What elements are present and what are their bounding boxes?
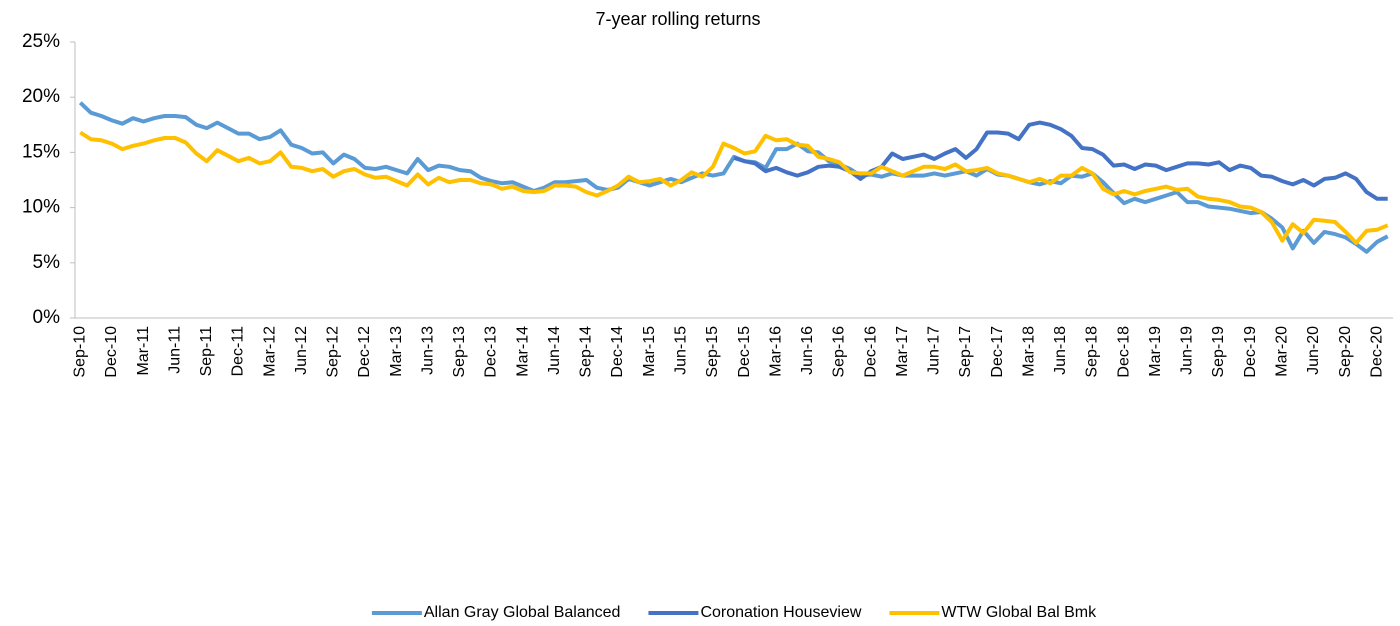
series-line	[78, 101, 1389, 254]
x-tick-label: Dec-14	[609, 326, 626, 378]
legend-label: Allan Gray Global Balanced	[424, 604, 621, 621]
x-tick-label: Dec-12	[356, 326, 373, 378]
legend-label: Coronation Houseview	[700, 604, 861, 621]
x-tick-label: Mar-19	[1147, 326, 1164, 377]
x-tick-label: Jun-18	[1052, 326, 1069, 375]
x-tick-label: Dec-16	[862, 326, 879, 378]
x-tick-label: Sep-11	[198, 326, 215, 377]
x-tick-label: Dec-17	[989, 326, 1006, 378]
x-tick-label: Mar-17	[894, 326, 911, 377]
x-tick-label: Mar-13	[388, 326, 405, 377]
x-tick-label: Dec-20	[1368, 326, 1385, 378]
x-tick-label: Sep-16	[831, 326, 848, 378]
x-tick-label: Sep-14	[578, 326, 595, 378]
x-tick-label: Sep-17	[957, 326, 974, 378]
x-tick-label: Dec-11	[230, 326, 247, 376]
x-tick-label: Sep-19	[1210, 326, 1227, 378]
chart-title: 7-year rolling returns	[595, 9, 760, 29]
x-tick-label: Jun-20	[1305, 326, 1322, 375]
x-tick-label: Mar-14	[514, 326, 531, 377]
series-line	[79, 130, 1389, 245]
x-tick-label: Jun-12	[293, 326, 310, 375]
x-tick-label: Mar-12	[261, 326, 278, 377]
legend: Allan Gray Global Balanced Coronation Hou…	[371, 604, 1097, 621]
y-tick-label: 5%	[33, 252, 61, 273]
x-tick-label: Dec-18	[1115, 326, 1132, 378]
x-tick-label: Mar-20	[1274, 326, 1291, 377]
y-tick-label: 0%	[33, 307, 61, 328]
y-tick-label: 15%	[22, 141, 60, 162]
x-tick-label: Sep-13	[451, 326, 468, 378]
x-tick-label: Dec-15	[736, 326, 753, 378]
x-tick-label: Dec-13	[483, 326, 500, 378]
x-tick-label: Mar-16	[767, 326, 784, 377]
x-tick-label: Mar-11	[135, 326, 152, 376]
x-tick-label: Sep-18	[1084, 326, 1101, 378]
y-tick-label: 20%	[22, 86, 60, 107]
x-tick-label: Jun-16	[799, 326, 816, 375]
x-tick-label: Jun-15	[672, 326, 689, 375]
x-tick-label: Jun-11	[166, 326, 183, 374]
x-tick-label: Sep-15	[704, 326, 721, 378]
y-tick-label: 25%	[22, 31, 60, 52]
x-tick-label: Dec-19	[1242, 326, 1259, 378]
x-tick-label: Sep-10	[71, 326, 88, 378]
y-tick-label: 10%	[22, 197, 60, 218]
x-tick-label: Mar-15	[641, 326, 658, 377]
x-tick-label: Sep-12	[325, 326, 342, 378]
legend-label: WTW Global Bal Bmk	[941, 604, 1097, 621]
x-tick-label: Jun-14	[546, 326, 563, 375]
x-tick-label: Jun-19	[1179, 326, 1196, 375]
x-tick-label: Sep-20	[1337, 326, 1354, 378]
x-tick-label: Mar-18	[1020, 326, 1037, 377]
x-tick-label: Dec-10	[103, 326, 120, 378]
x-tick-label: Jun-17	[926, 326, 943, 375]
x-tick-label: Jun-13	[419, 326, 436, 375]
